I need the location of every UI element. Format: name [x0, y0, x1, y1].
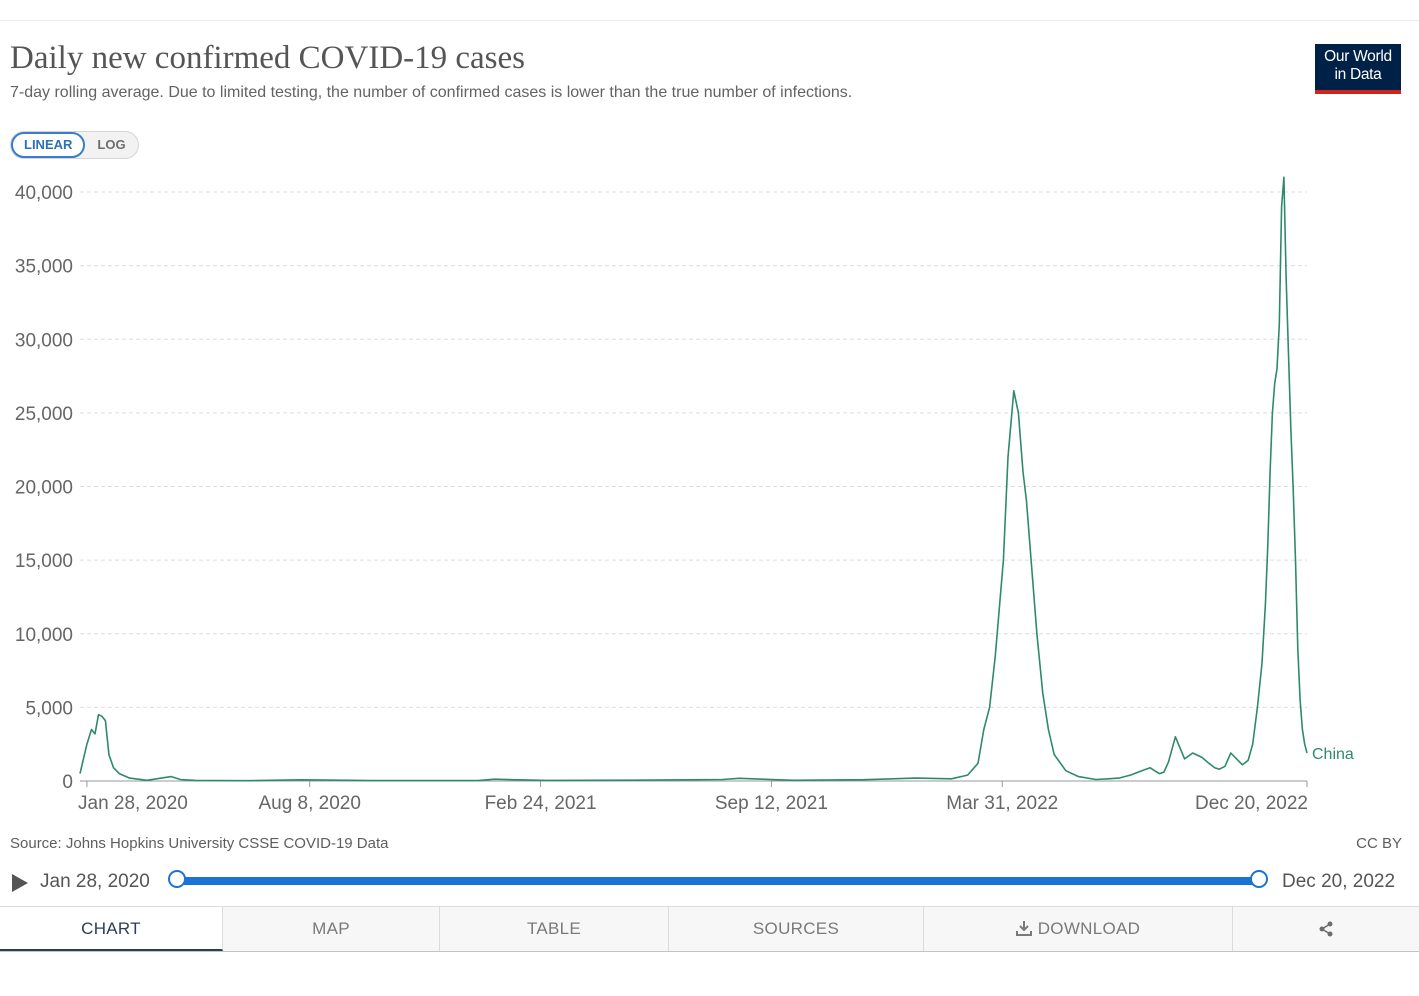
- play-icon[interactable]: [12, 874, 28, 892]
- download-label: DOWNLOAD: [1037, 919, 1141, 938]
- series-label-china[interactable]: China: [1312, 746, 1354, 763]
- tab-map[interactable]: MAP: [223, 907, 440, 951]
- owid-logo[interactable]: Our World in Data: [1315, 44, 1401, 94]
- y-tick-label: 25,000: [15, 404, 73, 425]
- series-line-china[interactable]: [79, 176, 1308, 782]
- y-tick-label: 20,000: [15, 478, 73, 499]
- x-tick-label: Dec 20, 2022: [1195, 793, 1308, 814]
- x-tick-label: Feb 24, 2021: [485, 793, 597, 814]
- top-divider: [0, 20, 1419, 21]
- linear-scale-button[interactable]: LINEAR: [11, 132, 86, 158]
- y-tick-label: 5,000: [25, 698, 73, 719]
- y-tick-label: 15,000: [15, 551, 73, 572]
- tab-chart[interactable]: CHART: [0, 907, 223, 951]
- logo-line-1: Our World: [1324, 48, 1392, 65]
- y-tick-label: 40,000: [15, 183, 73, 204]
- license-link[interactable]: CC BY: [1356, 835, 1402, 852]
- y-tick-label: 35,000: [15, 257, 73, 278]
- x-tick-label: Sep 12, 2021: [715, 793, 828, 814]
- timeline-end-handle[interactable]: [1250, 870, 1268, 888]
- timeline-track[interactable]: [177, 877, 1259, 885]
- download-icon: [1015, 921, 1032, 936]
- y-tick-label: 0: [62, 772, 73, 793]
- logo-line-2: in Data: [1334, 66, 1382, 83]
- log-scale-button[interactable]: LOG: [97, 137, 126, 152]
- timeline-start-handle[interactable]: [168, 870, 186, 888]
- tab-download[interactable]: DOWNLOAD: [924, 907, 1233, 951]
- tab-share[interactable]: [1233, 907, 1419, 951]
- y-tick-label: 30,000: [15, 330, 73, 351]
- timeline-end-label: Dec 20, 2022: [1282, 871, 1396, 892]
- x-tick-label: Mar 31, 2022: [946, 793, 1058, 814]
- chart-title: Daily new confirmed COVID-19 cases: [10, 40, 526, 76]
- chart-subtitle: 7-day rolling average. Due to limited te…: [10, 84, 853, 101]
- line-chart: 0 5,000 10,000 15,000 20,000 25,000 30,000 35,0…: [15, 176, 1354, 814]
- tab-sources[interactable]: SOURCES: [669, 907, 924, 951]
- tab-bar: CHART MAP TABLE SOURCES DOWNLOAD: [0, 906, 1419, 952]
- x-tick-label: Jan 28, 2020: [78, 793, 188, 814]
- scale-toggle: LINEAR LOG: [10, 131, 139, 159]
- share-icon: [1319, 921, 1333, 937]
- source-note: Source: Johns Hopkins University CSSE CO…: [10, 835, 389, 852]
- timeline-start-label: Jan 28, 2020: [40, 871, 150, 892]
- x-tick-label: Aug 8, 2020: [258, 793, 360, 814]
- timeline: Jan 28, 2020 Dec 20, 2022: [0, 864, 1419, 900]
- tab-table[interactable]: TABLE: [440, 907, 669, 951]
- y-tick-label: 10,000: [15, 625, 73, 646]
